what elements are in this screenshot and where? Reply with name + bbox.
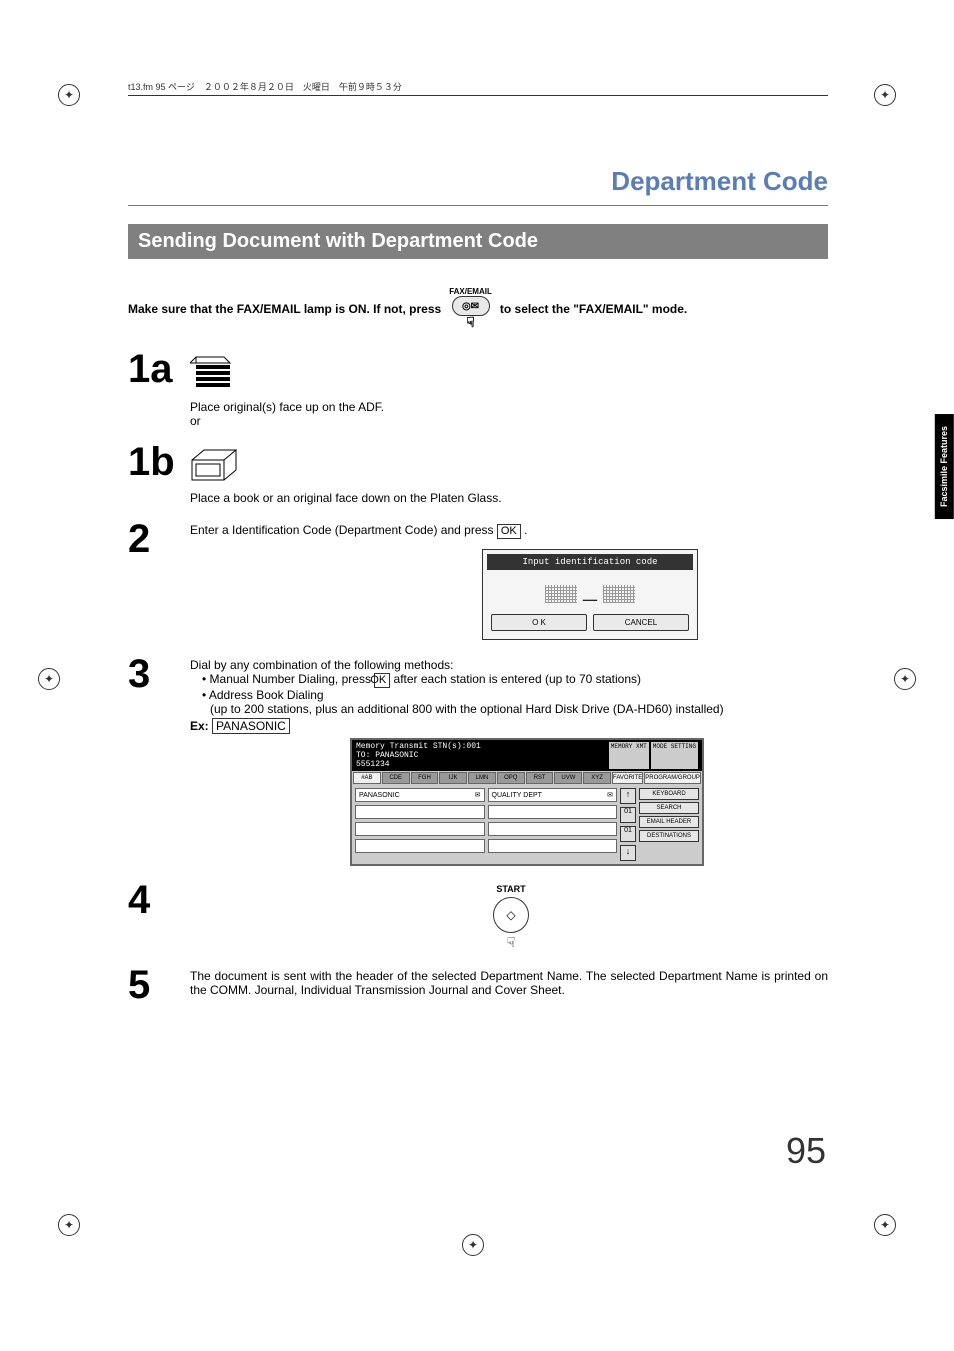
intro-part1: Make sure that the FAX/EMAIL lamp is ON.… <box>128 302 441 316</box>
list-item[interactable] <box>355 839 485 853</box>
step-1a-or: or <box>190 414 828 428</box>
fax-email-icon: ◎✉ <box>462 301 479 312</box>
tab[interactable]: XYZ <box>583 772 611 784</box>
list-item[interactable] <box>355 805 485 819</box>
cursor: ＿ <box>583 584 597 604</box>
tab[interactable]: OPQ <box>497 772 525 784</box>
intro-text: Make sure that the FAX/EMAIL lamp is ON.… <box>128 287 828 331</box>
list-item[interactable]: QUALITY DEPT ✉ <box>488 788 618 802</box>
tab[interactable]: RST <box>526 772 554 784</box>
tab-row: #AB CDE FGH IJK LMN OPQ RST UVW XYZ FAVO… <box>352 771 702 785</box>
step-3-intro: Dial by any combination of the following… <box>190 658 828 672</box>
step-1a: 1a Place original(s) face up on the ADF.… <box>128 349 828 428</box>
bullet-2: • Address Book Dialing <box>202 688 828 702</box>
platen-icon <box>190 446 240 482</box>
keyboard-button[interactable]: KEYBOARD <box>639 788 699 800</box>
page-indicator: 01 <box>620 807 636 823</box>
reg-mark-icon <box>58 84 80 106</box>
ok-key[interactable]: OK <box>374 673 390 688</box>
start-label: START <box>496 884 525 894</box>
dotted-placeholder <box>603 585 635 603</box>
step-1b-text: Place a book or an original face down on… <box>190 491 828 505</box>
list-item[interactable] <box>488 839 618 853</box>
step-5: 5 The document is sent with the header o… <box>128 965 828 1005</box>
step-2-text: Enter a Identification Code (Department … <box>190 523 497 537</box>
lcd-screen-address-book: Memory Transmit STN(s):001 TO: PANASONIC… <box>350 738 704 866</box>
list-item[interactable]: PANASONIC ✉ <box>355 788 485 802</box>
title-rule <box>128 205 828 206</box>
side-tab: Facsimile Features <box>935 414 954 519</box>
reg-mark-icon <box>38 668 60 690</box>
reg-mark-icon <box>874 1214 896 1236</box>
bullet-3: (up to 200 stations, plus an additional … <box>210 702 828 716</box>
ex-label: Ex: <box>190 719 209 733</box>
list-item[interactable] <box>355 822 485 836</box>
scroll-down-button[interactable]: ↓ <box>620 845 636 861</box>
reg-mark-icon <box>58 1214 80 1236</box>
step-number: 3 <box>128 654 190 694</box>
header-meta: t13.fm 95 ページ ２００２年８月２０日 火曜日 午前９時５３分 <box>128 80 828 93</box>
screen-cancel-button[interactable]: CANCEL <box>593 614 689 631</box>
list-item[interactable] <box>488 805 618 819</box>
screen-ok-button[interactable]: O K <box>491 614 587 631</box>
screen-line1: Memory Transmit STN(s):001 <box>356 742 481 751</box>
email-header-button[interactable]: EMAIL HEADER <box>639 816 699 828</box>
tab[interactable]: FGH <box>411 772 439 784</box>
mail-icon: ✉ <box>607 791 613 799</box>
header-rule <box>128 95 828 96</box>
memory-xmt-button[interactable]: MEMORY XMT <box>609 742 649 769</box>
bullet-1b: after each station is entered (up to 70 … <box>394 672 641 686</box>
fax-email-label: FAX/EMAIL <box>449 287 492 296</box>
step-number: 5 <box>128 965 190 1005</box>
scroll-up-button[interactable]: ↑ <box>620 788 636 804</box>
step-number: 2 <box>128 519 190 559</box>
pointer-icon: ☟ <box>466 314 475 331</box>
page-number: 95 <box>786 1130 826 1172</box>
tab[interactable]: #AB <box>353 772 381 784</box>
page-indicator: 01 <box>620 826 636 842</box>
start-icon: ◇ <box>506 908 515 922</box>
tab[interactable]: PROGRAM/GROUP <box>644 772 701 784</box>
step-4: 4 START ◇ ☟ <box>128 880 828 951</box>
intro-part2: to select the "FAX/EMAIL" mode. <box>500 302 687 316</box>
step-number: 4 <box>128 880 190 920</box>
step-number: 1b <box>128 442 190 482</box>
search-button[interactable]: SEARCH <box>639 802 699 814</box>
screen-line2: TO: PANASONIC <box>356 751 481 760</box>
tab[interactable]: UVW <box>554 772 582 784</box>
step-1b: 1b Place a book or an original face down… <box>128 442 828 505</box>
tab[interactable]: CDE <box>382 772 410 784</box>
dotted-placeholder <box>545 585 577 603</box>
mail-icon: ✉ <box>475 791 481 799</box>
step-2: 2 Enter a Identification Code (Departmen… <box>128 519 828 640</box>
start-button[interactable]: START ◇ ☟ <box>194 884 828 951</box>
list-item-label: PANASONIC <box>359 792 400 799</box>
ok-key[interactable]: OK <box>497 524 521 539</box>
step-number: 1a <box>128 349 190 389</box>
section-heading: Sending Document with Department Code <box>128 224 828 259</box>
bullet-1a: • Manual Number Dialing, press <box>202 672 374 686</box>
pointer-icon: ☟ <box>507 934 516 951</box>
reg-mark-icon <box>462 1234 484 1256</box>
reg-mark-icon <box>894 668 916 690</box>
step-5-text: The document is sent with the header of … <box>190 965 828 997</box>
ex-value: PANASONIC <box>212 718 290 734</box>
adf-icon <box>190 353 234 391</box>
mode-setting-button[interactable]: MODE SETTING <box>651 742 698 769</box>
list-item[interactable] <box>488 822 618 836</box>
list-item-label: QUALITY DEPT <box>492 792 542 799</box>
screen-line3: 5551234 <box>356 760 481 769</box>
tab[interactable]: IJK <box>439 772 467 784</box>
reg-mark-icon <box>874 84 896 106</box>
step-3: 3 Dial by any combination of the followi… <box>128 654 828 866</box>
fax-email-button[interactable]: FAX/EMAIL ◎✉ ☟ <box>449 287 492 331</box>
page-title: Department Code <box>128 166 828 197</box>
tab[interactable]: FAVORITE <box>612 772 643 784</box>
step-1a-text: Place original(s) face up on the ADF. <box>190 400 828 414</box>
step-2-after: . <box>524 523 527 537</box>
lcd-screen-id-code: Input identification code ＿ O K CANCEL <box>482 549 698 640</box>
tab[interactable]: LMN <box>468 772 496 784</box>
screen-title: Input identification code <box>487 554 693 570</box>
destinations-button[interactable]: DESTINATIONS <box>639 830 699 842</box>
